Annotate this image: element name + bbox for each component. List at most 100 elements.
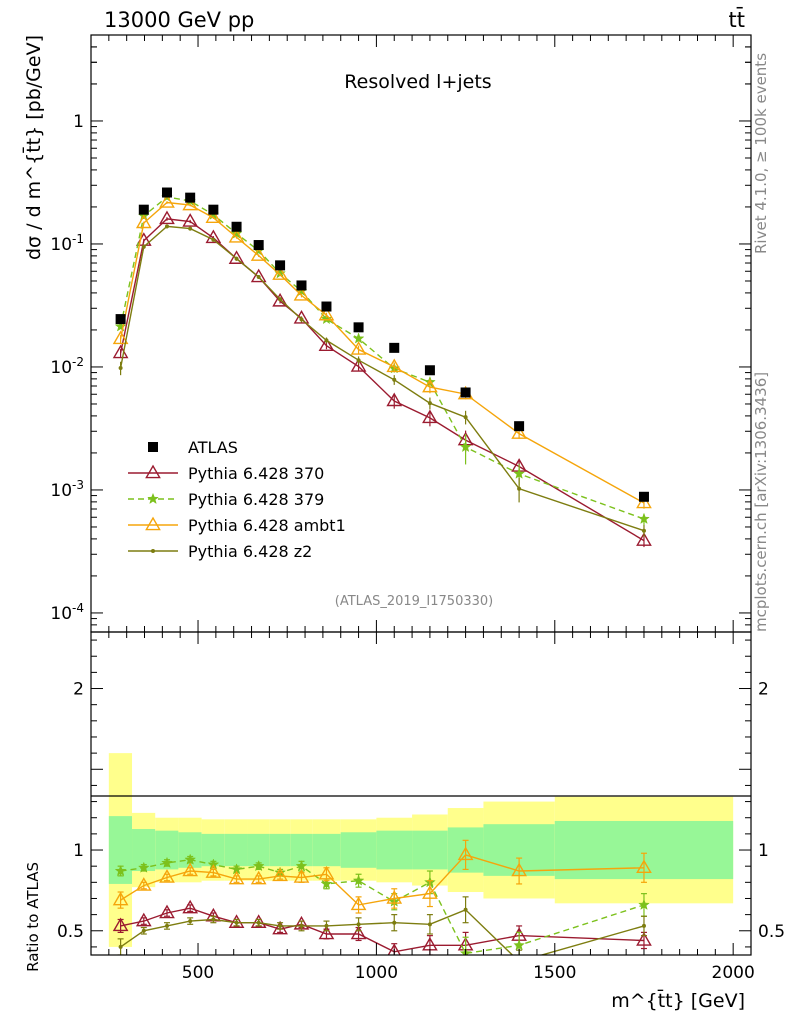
ratio-marker xyxy=(387,943,401,955)
main-marker xyxy=(422,409,438,424)
main-marker xyxy=(299,317,304,322)
ratio-marker xyxy=(350,896,367,911)
ratio-marker xyxy=(159,904,175,919)
ratio-band-inner xyxy=(412,830,448,870)
ratio-band-inner xyxy=(132,829,156,872)
main-marker xyxy=(427,401,432,406)
y-tick-label: 10-2 xyxy=(50,355,84,378)
main-marker xyxy=(463,415,468,420)
legend-marker xyxy=(145,516,161,531)
chart-title: Resolved l+jets xyxy=(344,71,491,93)
ratio-marker xyxy=(463,907,468,912)
data-point xyxy=(138,204,149,215)
ratio-marker xyxy=(422,885,438,899)
ratio-tick-label-right: 1 xyxy=(758,841,769,861)
ratio-marker xyxy=(299,923,304,928)
ratio-series-line xyxy=(120,858,645,955)
data-point xyxy=(424,365,435,376)
data-point xyxy=(275,260,286,271)
legend-label: Pythia 6.428 370 xyxy=(188,464,324,483)
ratio-marker xyxy=(159,869,175,883)
main-marker xyxy=(188,226,193,231)
main-marker xyxy=(141,244,146,249)
main-marker xyxy=(350,358,367,372)
ratio-band-inner xyxy=(376,830,413,870)
ratio-series-0 xyxy=(112,899,652,955)
ratio-series-line xyxy=(120,907,645,953)
ratio-marker xyxy=(511,862,527,877)
ratio-tick-label-left: 2 xyxy=(73,680,84,700)
main-marker xyxy=(513,467,526,479)
legend-label: ATLAS xyxy=(188,438,238,457)
ratio-marker xyxy=(118,944,123,949)
ratio-series-line xyxy=(120,908,645,955)
main-series-line xyxy=(119,225,645,532)
main-marker xyxy=(392,377,397,382)
ratio-marker xyxy=(182,862,199,877)
energy-label: 13000 GeV pp xyxy=(104,8,254,32)
main-marker xyxy=(641,528,646,533)
data-point xyxy=(321,301,332,312)
ratio-band-inner xyxy=(290,833,313,867)
source-label: mcplots.cern.ch [arXiv:1306.3436] xyxy=(752,372,770,632)
main-marker xyxy=(638,512,650,525)
ratio-tick-label-right: 0.5 xyxy=(758,922,785,942)
ratio-marker xyxy=(112,891,129,906)
ratio-marker xyxy=(135,912,152,927)
legend-label: Pythia 6.428 z2 xyxy=(188,542,312,561)
legend-marker xyxy=(148,442,158,452)
ratio-series-line xyxy=(120,854,645,906)
ratio-marker xyxy=(320,877,333,889)
ratio-marker xyxy=(135,877,152,891)
main-marker xyxy=(182,213,199,227)
ratio-marker xyxy=(252,859,265,872)
main-marker xyxy=(135,214,152,229)
ratio-axis-title: Ratio to ATLAS xyxy=(24,862,42,972)
ratio-panel-frame xyxy=(90,631,752,956)
main-marker xyxy=(511,425,527,439)
ratio-marker xyxy=(318,925,335,940)
ratio-marker xyxy=(164,923,169,928)
main-marker xyxy=(422,378,438,393)
ratio-marker xyxy=(161,856,173,868)
data-point xyxy=(231,221,242,232)
ratio-marker xyxy=(112,917,129,932)
y-tick-label: 1 xyxy=(73,112,84,132)
ratio-marker xyxy=(188,919,193,924)
ratio-marker xyxy=(386,890,403,904)
x-tick-label: 1000 xyxy=(355,963,398,983)
main-marker xyxy=(230,227,243,239)
ratio-band-inner xyxy=(269,833,291,867)
ratio-marker xyxy=(324,923,329,928)
legend-entry: Pythia 6.428 370 xyxy=(128,464,324,483)
main-marker xyxy=(250,247,267,261)
ratio-band-inner xyxy=(108,816,133,884)
legend-marker xyxy=(145,464,161,479)
main-marker xyxy=(278,297,283,302)
main-marker xyxy=(112,330,129,345)
analysis-id: (ATLAS_2019_I1750330) xyxy=(335,594,493,609)
x-tick-label: 2000 xyxy=(712,963,755,983)
main-marker xyxy=(228,250,245,264)
legend-entry: Pythia 6.428 379 xyxy=(128,490,324,509)
ratio-marker xyxy=(457,846,474,861)
data-point xyxy=(638,491,649,502)
main-series-3 xyxy=(118,224,646,538)
main-marker xyxy=(114,320,127,332)
data-point xyxy=(161,187,172,198)
main-marker xyxy=(386,392,403,407)
main-marker xyxy=(205,209,222,223)
legend-label: Pythia 6.428 379 xyxy=(188,490,324,509)
legend-entry: Pythia 6.428 ambt1 xyxy=(128,516,346,535)
data-point xyxy=(389,342,400,353)
y-tick-label: 10-3 xyxy=(50,478,84,501)
ratio-marker xyxy=(641,923,646,928)
ratio-marker xyxy=(427,922,432,927)
main-marker xyxy=(159,210,175,225)
ratio-band-inner xyxy=(155,830,179,870)
main-marker xyxy=(228,228,245,243)
data-point xyxy=(253,240,264,251)
ratio-series-2 xyxy=(112,839,652,914)
ratio-marker xyxy=(352,874,365,886)
